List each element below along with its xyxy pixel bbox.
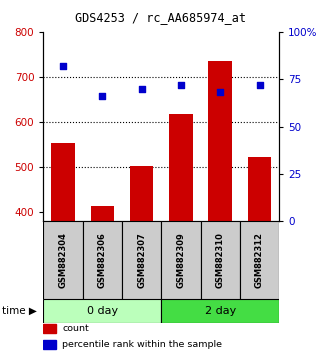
Point	[178, 82, 184, 88]
Bar	[240, 221, 279, 299]
Bar	[130, 166, 153, 221]
Bar	[201, 221, 240, 299]
Point	[139, 86, 144, 91]
Text: 0 day: 0 day	[87, 306, 118, 316]
Text: GSM882307: GSM882307	[137, 232, 146, 288]
Text: GSM882310: GSM882310	[216, 232, 225, 288]
Text: 2 day: 2 day	[205, 306, 236, 316]
Bar	[91, 206, 114, 221]
Bar	[43, 324, 56, 333]
Bar	[51, 143, 75, 221]
Text: GDS4253 / rc_AA685974_at: GDS4253 / rc_AA685974_at	[75, 11, 246, 24]
Point	[60, 63, 65, 69]
Text: GSM882309: GSM882309	[177, 232, 186, 288]
Bar	[161, 221, 201, 299]
Text: time ▶: time ▶	[2, 306, 37, 316]
Bar	[161, 299, 279, 323]
Bar	[43, 340, 56, 349]
Text: count: count	[62, 324, 89, 333]
Bar	[169, 114, 193, 221]
Bar	[122, 221, 161, 299]
Text: GSM882312: GSM882312	[255, 232, 264, 288]
Point	[218, 90, 223, 95]
Point	[257, 82, 262, 88]
Bar	[43, 299, 161, 323]
Bar	[43, 221, 83, 299]
Bar	[83, 221, 122, 299]
Bar	[208, 61, 232, 221]
Bar	[248, 157, 271, 221]
Text: percentile rank within the sample: percentile rank within the sample	[62, 340, 222, 349]
Text: GSM882306: GSM882306	[98, 232, 107, 288]
Point	[100, 93, 105, 99]
Text: GSM882304: GSM882304	[58, 232, 67, 288]
